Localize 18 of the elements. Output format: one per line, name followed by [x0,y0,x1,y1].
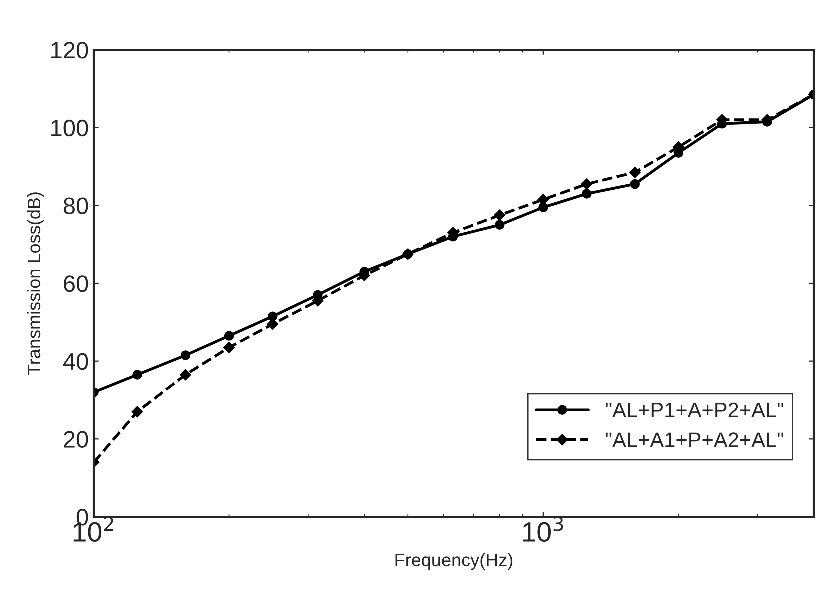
y-tick-label: 80 [64,198,88,214]
point [494,210,506,221]
y-tick-label: 60 [64,276,88,292]
legend-label: "AL+A1+P+A2+AL" [606,432,784,448]
y-axis-title: Transmission Loss(dB) [27,192,44,376]
point [268,312,278,322]
point [581,178,593,190]
y-tick-label: 100 [52,120,88,137]
point [180,350,191,360]
legend-label: "AL+P1+A+P2+AL" [606,402,784,418]
point [180,369,192,381]
y-tick-label: 20 [64,431,88,448]
point [224,342,235,354]
x-axis-title: Frequency(Hz) [396,553,513,570]
point [582,189,592,199]
point [224,331,234,341]
y-tick-label: 120 [52,42,88,59]
y-tick-label: 40 [63,353,88,370]
